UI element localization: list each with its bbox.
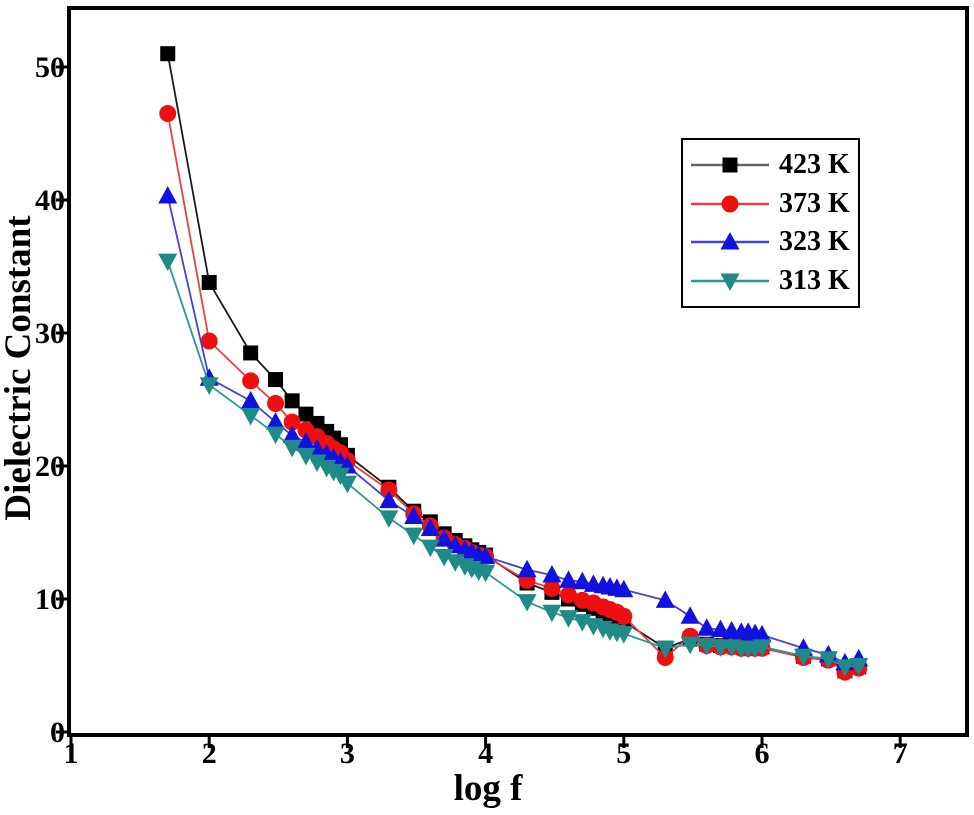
plot-frame	[67, 6, 969, 737]
legend-item-423-k: 423 K	[689, 151, 854, 179]
marker-313-k	[158, 253, 178, 272]
marker-373-k	[380, 481, 398, 499]
marker-313-k	[282, 439, 302, 458]
y-tick-label: 20	[35, 450, 65, 483]
marker-323-k	[752, 624, 772, 643]
x-tick-label: 4	[478, 737, 493, 770]
marker-313-k	[818, 651, 838, 669]
marker-313-k	[434, 548, 454, 567]
marker-423-k	[201, 274, 217, 290]
square-icon	[691, 157, 769, 173]
marker-323-k	[559, 570, 579, 588]
legend-marker-323-k	[720, 232, 740, 250]
marker-313-k	[296, 447, 316, 466]
marker-313-k	[517, 594, 537, 612]
legend-label-373-k: 373 K	[779, 187, 850, 219]
plot-area: 1 2 3 4 5 6 7 0 10 20 30 40 50	[35, 6, 969, 770]
marker-313-k	[793, 648, 813, 667]
marker-323-k	[517, 559, 537, 578]
marker-373-k	[200, 332, 218, 350]
marker-323-k	[655, 590, 675, 608]
circle-icon	[691, 195, 769, 213]
marker-323-k	[542, 565, 562, 583]
marker-313-k	[404, 527, 424, 546]
x-tick-label: 1	[64, 737, 79, 770]
marker-313-k	[835, 659, 855, 677]
marker-323-k	[266, 412, 286, 430]
marker-323-k	[158, 186, 178, 204]
marker-323-k	[476, 546, 496, 564]
legend-item-373-k: 373 K	[689, 187, 854, 219]
marker-323-k	[282, 425, 302, 443]
legend-item-313-k: 313 K	[689, 264, 854, 296]
marker-313-k	[420, 539, 440, 558]
marker-313-k	[849, 658, 869, 676]
y-tick-label: 0	[50, 716, 65, 749]
marker-373-k	[283, 413, 301, 431]
marker-323-k	[572, 571, 592, 590]
marker-313-k	[752, 639, 772, 657]
marker-423-k	[160, 46, 176, 62]
marker-323-k	[434, 529, 454, 547]
marker-313-k	[379, 510, 399, 528]
triangle-up-icon	[691, 232, 769, 250]
marker-323-k	[614, 579, 634, 598]
marker-423-k	[243, 345, 259, 361]
marker-313-k	[680, 636, 700, 655]
x-tick-label: 7	[893, 737, 908, 770]
marker-313-k	[307, 454, 327, 473]
legend-marker-373-k	[721, 195, 739, 213]
y-tick-label: 40	[35, 184, 65, 217]
marker-313-k	[476, 564, 496, 583]
marker-323-k	[379, 490, 399, 509]
marker-323-k	[296, 432, 316, 450]
x-tick-label: 2	[202, 737, 217, 770]
x-tick-label: 3	[340, 737, 355, 770]
triangle-down-icon	[691, 273, 769, 291]
marker-373-k	[267, 394, 285, 412]
marker-373-k	[615, 607, 633, 625]
marker-373-k	[242, 372, 260, 390]
legend-label-313-k: 313 K	[779, 264, 850, 296]
marker-323-k	[697, 618, 717, 636]
marker-313-k	[542, 604, 562, 623]
x-tick-label: 6	[755, 737, 770, 770]
marker-373-k	[159, 105, 177, 123]
marker-313-k	[199, 377, 219, 395]
marker-323-k	[404, 506, 424, 525]
legend-label-323-k: 323 K	[779, 226, 850, 258]
marker-313-k	[697, 638, 717, 656]
marker-423-k	[268, 372, 284, 388]
y-tick-label: 10	[35, 583, 65, 616]
x-axis-title: log f	[454, 768, 524, 809]
marker-313-k	[241, 407, 261, 426]
marker-323-k	[241, 390, 261, 409]
marker-313-k	[266, 426, 286, 445]
marker-323-k	[680, 606, 700, 624]
x-tick-label: 5	[616, 737, 631, 770]
marker-313-k	[337, 475, 357, 494]
marker-323-k	[420, 518, 440, 537]
marker-423-k	[284, 393, 300, 409]
legend-marker-423-k	[722, 157, 738, 173]
legend-item-323-k: 323 K	[689, 228, 854, 256]
marker-373-k	[560, 586, 578, 604]
series-line-313-k	[166, 260, 859, 668]
marker-373-k	[543, 579, 561, 597]
series-313-k	[158, 253, 869, 677]
marker-313-k	[614, 626, 634, 644]
y-tick-label: 50	[35, 51, 65, 84]
y-axis-title: Dielectric Constant	[0, 215, 39, 521]
y-tick-label: 30	[35, 317, 65, 350]
legend-marker-313-k	[720, 273, 740, 291]
legend-label-423-k: 423 K	[779, 149, 850, 181]
legend: 423 K 373 K 323 K 313 K	[681, 138, 860, 308]
marker-313-k	[655, 640, 675, 659]
